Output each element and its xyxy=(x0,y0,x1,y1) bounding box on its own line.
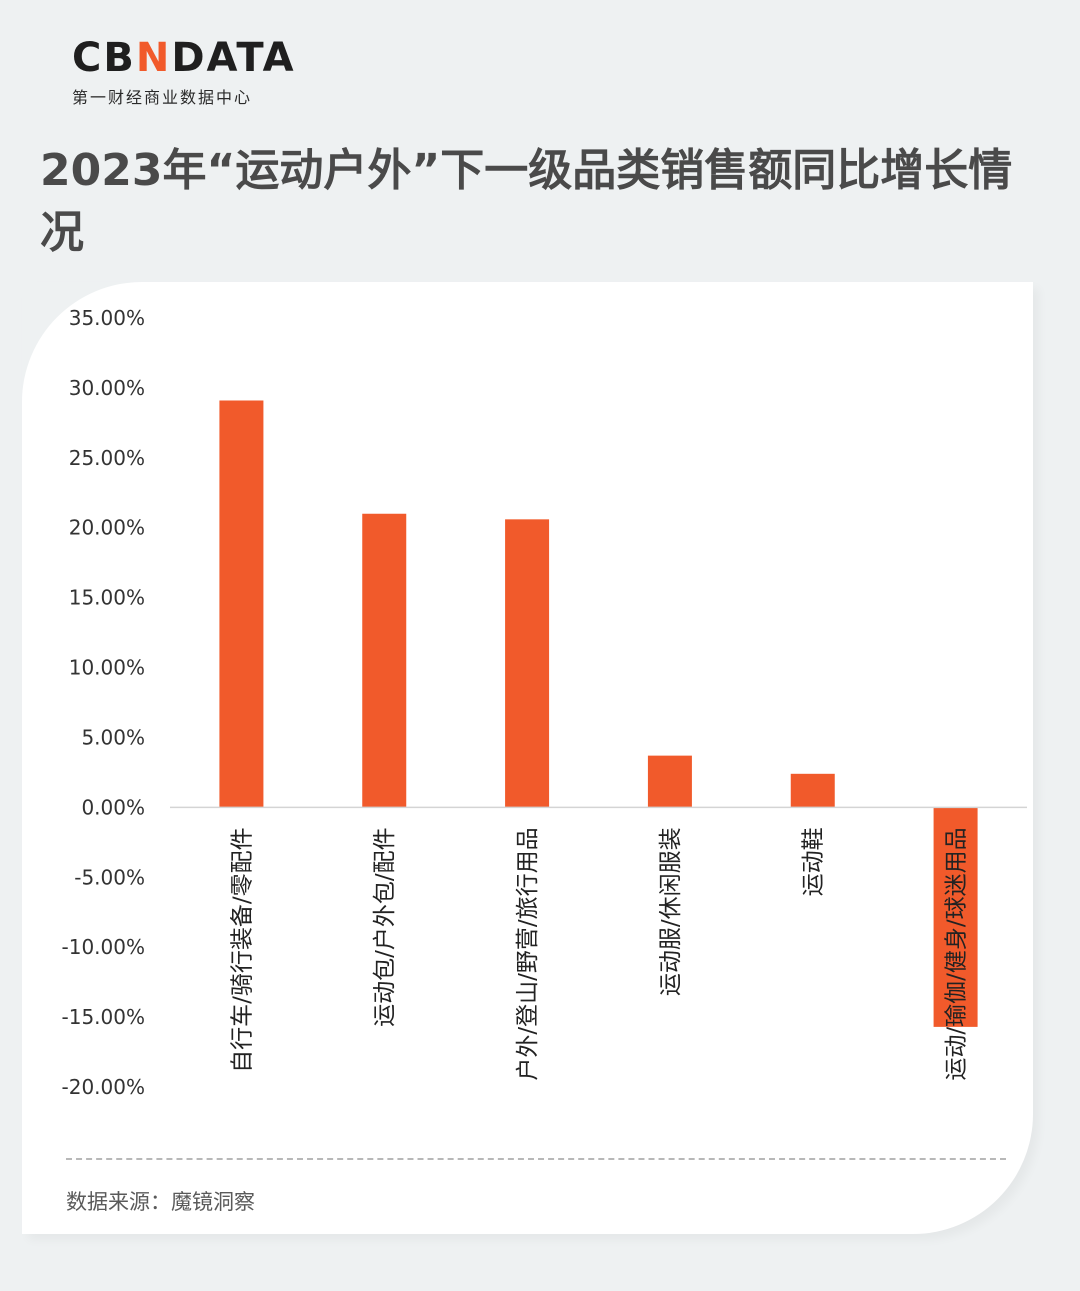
bar xyxy=(647,755,692,808)
logo-subtitle: 第一财经商业数据中心 xyxy=(72,88,253,107)
y-tick-label: 20.00% xyxy=(69,516,145,540)
bar xyxy=(933,807,978,1027)
y-tick-label: 25.00% xyxy=(69,446,145,470)
x-category-label: 自行车/骑行装备/零配件 xyxy=(229,827,255,1073)
x-category-label: 运动鞋 xyxy=(801,827,827,896)
y-tick-label: 10.00% xyxy=(69,656,145,680)
y-tick-label: -20.00% xyxy=(62,1075,145,1099)
y-tick-label: 0.00% xyxy=(81,795,145,819)
brand-logo: CBNDATA 第一财经商业数据中心 xyxy=(72,38,296,108)
x-category-label: 运动/瑜伽/健身/球迷用品 xyxy=(944,827,970,1080)
data-source: 数据来源：魔镜洞察 xyxy=(66,1190,255,1214)
x-category-label: 运动服/休闲服装 xyxy=(658,827,684,996)
y-tick-label: 5.00% xyxy=(81,725,145,749)
y-tick-label: 30.00% xyxy=(69,376,145,400)
y-tick-label: -5.00% xyxy=(74,865,145,889)
y-tick-label: 15.00% xyxy=(69,586,145,610)
y-tick-label: -15.00% xyxy=(62,1005,145,1029)
footer-divider xyxy=(66,1158,1006,1160)
bar xyxy=(362,513,407,808)
bar xyxy=(219,400,264,808)
chart-title: 2023年“运动户外”下一级品类销售额同比增长情况 xyxy=(40,145,1013,258)
bar xyxy=(505,519,550,808)
x-category-label: 户外/登山/野营/旅行用品 xyxy=(515,827,541,1080)
y-tick-label: -10.00% xyxy=(62,935,145,959)
logo-wordmark: CBNDATA xyxy=(72,35,296,81)
x-category-label: 运动包/户外包/配件 xyxy=(372,827,398,1027)
y-tick-label: 35.00% xyxy=(69,306,145,330)
bar xyxy=(790,773,835,808)
